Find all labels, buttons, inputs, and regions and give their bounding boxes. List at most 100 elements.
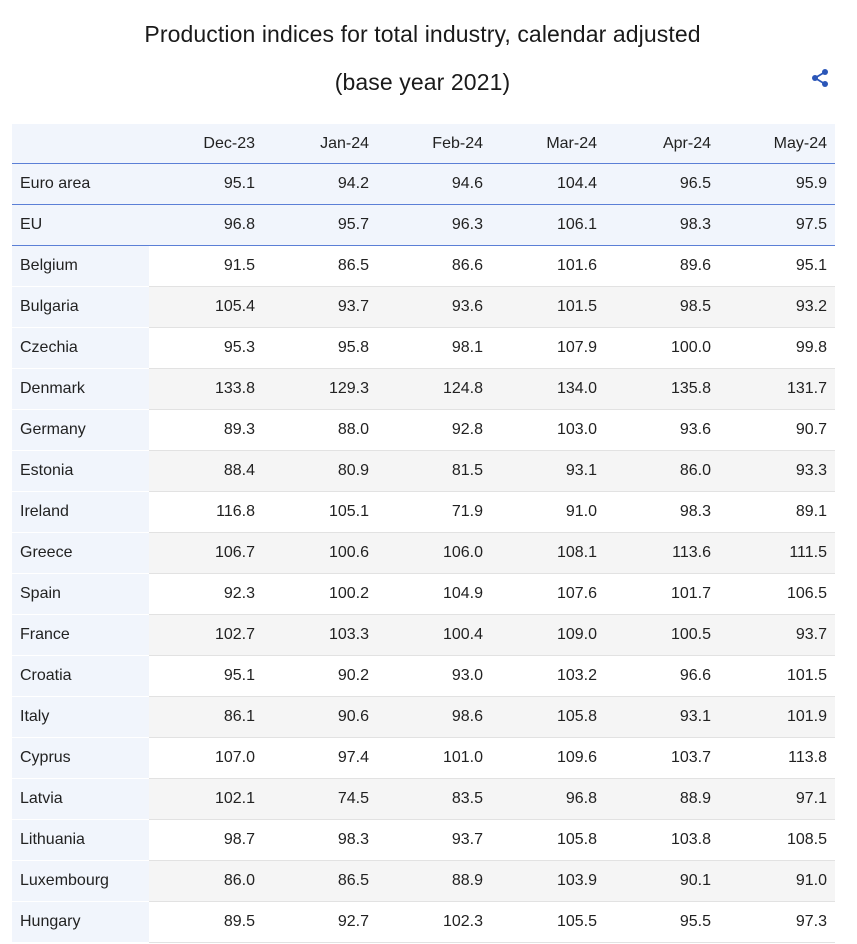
table-cell: 103.9 (491, 860, 605, 902)
row-label: Czechia (12, 327, 149, 369)
table-body: Euro area 95.1 94.2 94.6 104.4 96.5 95.9 EU 96.8… (12, 163, 835, 943)
row-label: Hungary (12, 901, 149, 943)
table-row: Croatia 95.1 90.2 93.0 103.2 96.6 101.5 (12, 655, 835, 697)
table-cell: 96.3 (377, 204, 491, 246)
table-row: Estonia 88.4 80.9 81.5 93.1 86.0 93.3 (12, 450, 835, 492)
table-cell: 101.5 (491, 286, 605, 328)
row-label: Cyprus (12, 737, 149, 779)
table-cell: 89.5 (149, 901, 263, 943)
table-cell: 100.5 (605, 614, 719, 656)
table-cell: 93.1 (605, 696, 719, 738)
table-row: Germany 89.3 88.0 92.8 103.0 93.6 90.7 (12, 409, 835, 451)
table-cell: 96.8 (491, 778, 605, 820)
table-cell: 96.6 (605, 655, 719, 697)
table-cell: 100.6 (263, 532, 377, 574)
table-cell: 103.3 (263, 614, 377, 656)
row-label: Lithuania (12, 819, 149, 861)
table-cell: 93.0 (377, 655, 491, 697)
table-cell: 88.9 (605, 778, 719, 820)
table-cell: 101.9 (719, 696, 835, 738)
table-cell: 105.5 (491, 901, 605, 943)
table-cell: 100.0 (605, 327, 719, 369)
table-cell: 93.1 (491, 450, 605, 492)
table-cell: 96.8 (149, 204, 263, 246)
table-cell: 101.6 (491, 245, 605, 287)
row-label: Euro area (12, 163, 149, 205)
table-cell: 95.5 (605, 901, 719, 943)
table-cell: 92.7 (263, 901, 377, 943)
table-cell: 108.5 (719, 819, 835, 861)
table-cell: 93.3 (719, 450, 835, 492)
table-row: Italy 86.1 90.6 98.6 105.8 93.1 101.9 (12, 696, 835, 738)
table-cell: 100.2 (263, 573, 377, 615)
table-row: Latvia 102.1 74.5 83.5 96.8 88.9 97.1 (12, 778, 835, 820)
table-cell: 100.4 (377, 614, 491, 656)
table-cell: 93.7 (263, 286, 377, 328)
column-header: Dec-23 (149, 124, 263, 164)
table-cell: 108.1 (491, 532, 605, 574)
table-cell: 83.5 (377, 778, 491, 820)
header-row: Dec-23 Jan-24 Feb-24 Mar-24 Apr-24 May-2… (12, 124, 835, 164)
table-cell: 106.5 (719, 573, 835, 615)
table-row: Lithuania 98.7 98.3 93.7 105.8 103.8 108.5 (12, 819, 835, 861)
table-cell: 97.1 (719, 778, 835, 820)
table-cell: 104.9 (377, 573, 491, 615)
table-cell: 88.9 (377, 860, 491, 902)
table-cell: 92.8 (377, 409, 491, 451)
row-label: Germany (12, 409, 149, 451)
table-cell: 105.8 (491, 696, 605, 738)
table-cell: 98.3 (605, 204, 719, 246)
table-row: Luxembourg 86.0 86.5 88.9 103.9 90.1 91.0 (12, 860, 835, 902)
table-cell: 86.1 (149, 696, 263, 738)
table-cell: 98.1 (377, 327, 491, 369)
table-cell: 109.6 (491, 737, 605, 779)
chart-subtitle: (base year 2021) (334, 69, 511, 95)
table-cell: 97.5 (719, 204, 835, 246)
table-row: Denmark 133.8 129.3 124.8 134.0 135.8 131.7 (12, 368, 835, 410)
table-cell: 135.8 (605, 368, 719, 410)
table-cell: 98.6 (377, 696, 491, 738)
table-cell: 101.7 (605, 573, 719, 615)
table-cell: 94.2 (263, 163, 377, 205)
table-cell: 91.0 (491, 491, 605, 533)
table-cell: 90.6 (263, 696, 377, 738)
table-cell: 105.1 (263, 491, 377, 533)
table-cell: 91.0 (719, 860, 835, 902)
table-cell: 91.5 (149, 245, 263, 287)
table-cell: 113.6 (605, 532, 719, 574)
table-cell: 116.8 (149, 491, 263, 533)
table-cell: 106.7 (149, 532, 263, 574)
table-cell: 103.2 (491, 655, 605, 697)
row-label: Estonia (12, 450, 149, 492)
row-label: Greece (12, 532, 149, 574)
row-label: EU (12, 204, 149, 246)
column-header: Mar-24 (491, 124, 605, 164)
table-cell: 90.2 (263, 655, 377, 697)
table-cell: 98.3 (605, 491, 719, 533)
table-cell: 89.1 (719, 491, 835, 533)
table-cell: 105.4 (149, 286, 263, 328)
table-cell: 134.0 (491, 368, 605, 410)
table-cell: 93.7 (377, 819, 491, 861)
table-cell: 105.8 (491, 819, 605, 861)
table-row: Cyprus 107.0 97.4 101.0 109.6 103.7 113.8 (12, 737, 835, 779)
chart-title: Production indices for total industry, c… (144, 21, 701, 47)
table-cell: 129.3 (263, 368, 377, 410)
table-row: Spain 92.3 100.2 104.9 107.6 101.7 106.5 (12, 573, 835, 615)
table-cell: 92.3 (149, 573, 263, 615)
table-cell: 89.3 (149, 409, 263, 451)
share-icon[interactable] (811, 68, 829, 88)
table-cell: 111.5 (719, 532, 835, 574)
table-row: Bulgaria 105.4 93.7 93.6 101.5 98.5 93.2 (12, 286, 835, 328)
table-cell: 95.8 (263, 327, 377, 369)
table-cell: 86.0 (149, 860, 263, 902)
table-cell: 80.9 (263, 450, 377, 492)
table-cell: 95.1 (719, 245, 835, 287)
table-cell: 81.5 (377, 450, 491, 492)
table-cell: 86.6 (377, 245, 491, 287)
table-cell: 104.4 (491, 163, 605, 205)
row-label: Belgium (12, 245, 149, 287)
table-cell: 98.3 (263, 819, 377, 861)
table-row: Greece 106.7 100.6 106.0 108.1 113.6 111.5 (12, 532, 835, 574)
row-label: Spain (12, 573, 149, 615)
